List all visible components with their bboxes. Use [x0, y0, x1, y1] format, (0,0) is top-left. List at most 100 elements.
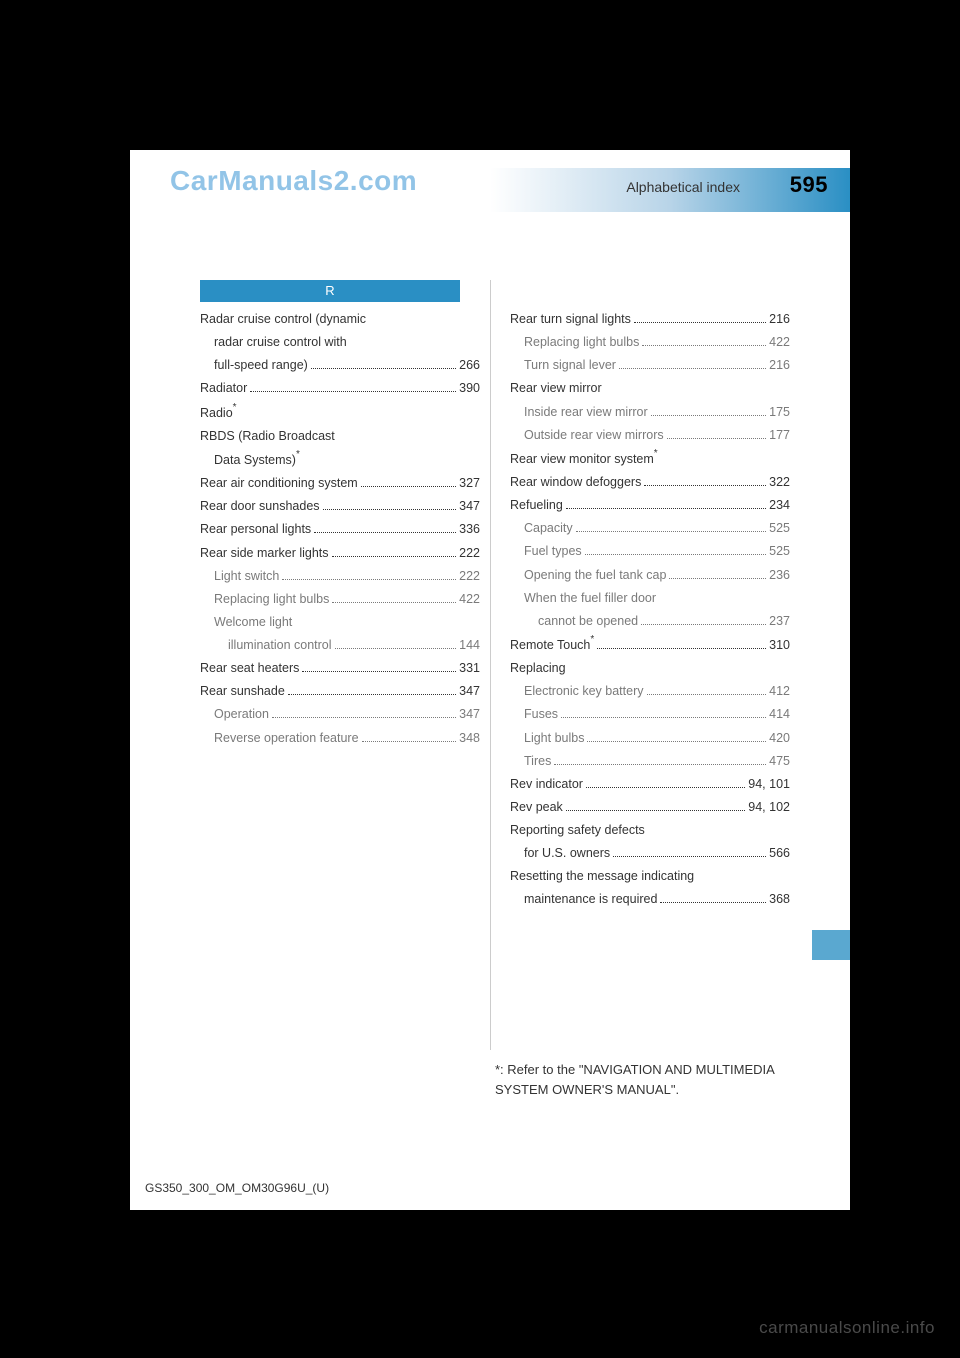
index-entry: Remote Touch* 310 [510, 633, 790, 657]
index-entry: Inside rear view mirror175 [510, 401, 790, 424]
index-entry-page: 566 [769, 842, 790, 865]
index-entry: Rear seat heaters331 [200, 657, 480, 680]
index-entry-label: cannot be opened [538, 610, 638, 633]
leader-dots [613, 856, 766, 857]
index-entry-label: Operation [214, 703, 269, 726]
index-entry: Refueling234 [510, 494, 790, 517]
index-entry-page: 94, 102 [748, 796, 790, 819]
index-entry-page: 234 [769, 494, 790, 517]
leader-dots [651, 415, 767, 416]
leader-dots [561, 717, 766, 718]
index-entry-page: 331 [459, 657, 480, 680]
index-entry-label: Rear window defoggers [510, 471, 641, 494]
index-entry-label: When the fuel filler door [524, 587, 656, 610]
index-entry-page: 177 [769, 424, 790, 447]
index-entry: Rear window defoggers 322 [510, 471, 790, 494]
index-entry-label: Replacing light bulbs [524, 331, 639, 354]
index-entry-page: 420 [769, 727, 790, 750]
index-entry-label: RBDS (Radio Broadcast [200, 425, 335, 448]
index-entry-page: 144 [459, 634, 480, 657]
index-entry: maintenance is required368 [510, 888, 790, 911]
index-entry-label: Replacing light bulbs [214, 588, 329, 611]
footnote-star-icon: * [590, 634, 594, 645]
index-entry-page: 390 [459, 377, 480, 400]
page-number: 595 [790, 172, 828, 198]
index-entry-label: Data Systems)* [214, 448, 300, 472]
leader-dots [667, 438, 767, 439]
index-entry-label: Tires [524, 750, 551, 773]
index-entry: Rear sunshade347 [200, 680, 480, 703]
index-entry: Fuses414 [510, 703, 790, 726]
leader-dots [272, 717, 456, 718]
index-entry: Operation347 [200, 703, 480, 726]
leader-dots [586, 787, 745, 788]
index-entry: Tires 475 [510, 750, 790, 773]
index-entry-page: 266 [459, 354, 480, 377]
leader-dots [311, 368, 456, 369]
left-column: Radar cruise control (dynamicradar cruis… [200, 308, 480, 912]
index-entry-label: Resetting the message indicating [510, 865, 694, 888]
index-entry-label: Rear sunshade [200, 680, 285, 703]
index-entry-page: 222 [459, 565, 480, 588]
index-entry: Radiator390 [200, 377, 480, 400]
thumb-tab-icon [812, 930, 850, 960]
index-entry: Rev indicator94, 101 [510, 773, 790, 796]
index-entry-label: Rear air conditioning system [200, 472, 358, 495]
index-entry: Reporting safety defects [510, 819, 790, 842]
index-entry: full-speed range)266 [200, 354, 480, 377]
index-entry: Electronic key battery412 [510, 680, 790, 703]
leader-dots [566, 810, 745, 811]
index-entry-label: Electronic key battery [524, 680, 644, 703]
index-entry-page: 422 [769, 331, 790, 354]
leader-dots [323, 509, 457, 510]
index-entry-page: 322 [769, 471, 790, 494]
footnote-star-icon: * [233, 402, 237, 413]
footnote-star-icon: * [296, 449, 300, 460]
index-entry: Rear air conditioning system327 [200, 472, 480, 495]
index-entry: RBDS (Radio Broadcast [200, 425, 480, 448]
index-entry-label: Turn signal lever [524, 354, 616, 377]
index-entry-page: 422 [459, 588, 480, 611]
index-entry-page: 310 [769, 634, 790, 657]
index-entry-label: Capacity [524, 517, 573, 540]
index-entry: Reverse operation feature348 [200, 727, 480, 750]
index-entry-page: 475 [769, 750, 790, 773]
document-id: GS350_300_OM_OM30G96U_(U) [145, 1181, 329, 1195]
index-entry-page: 414 [769, 703, 790, 726]
index-columns: Radar cruise control (dynamicradar cruis… [200, 308, 790, 912]
leader-dots [642, 345, 766, 346]
index-entry-label: Rear side marker lights [200, 542, 329, 565]
index-entry: for U.S. owners566 [510, 842, 790, 865]
index-entry-page: 348 [459, 727, 480, 750]
leader-dots [282, 579, 456, 580]
index-entry: Capacity 525 [510, 517, 790, 540]
index-entry: Rear view monitor system* [510, 447, 790, 471]
index-entry-page: 368 [769, 888, 790, 911]
leader-dots [566, 508, 766, 509]
index-entry-label: Rear personal lights [200, 518, 311, 541]
section-letter-tab: R [200, 280, 460, 302]
leader-dots [585, 554, 766, 555]
index-entry-page: 216 [769, 354, 790, 377]
leader-dots [647, 694, 767, 695]
index-entry: radar cruise control with [200, 331, 480, 354]
index-entry: Turn signal lever 216 [510, 354, 790, 377]
index-entry-label: Replacing [510, 657, 566, 680]
leader-dots [644, 485, 766, 486]
index-entry-page: 525 [769, 517, 790, 540]
index-entry-page: 222 [459, 542, 480, 565]
index-entry-label: Outside rear view mirrors [524, 424, 664, 447]
leader-dots [660, 902, 766, 903]
footnote: *: Refer to the "NAVIGATION AND MULTIMED… [495, 1060, 795, 1099]
index-entry-label: Radar cruise control (dynamic [200, 308, 366, 331]
index-entry-label: Fuel types [524, 540, 582, 563]
index-entry: Radio* [200, 401, 480, 425]
index-entry-label: Rear view mirror [510, 377, 602, 400]
leader-dots [587, 741, 766, 742]
index-entry-label: Rear view monitor system* [510, 447, 658, 471]
index-entry: Replacing [510, 657, 790, 680]
index-entry-label: Light switch [214, 565, 279, 588]
index-entry: Rear side marker lights 222 [200, 542, 480, 565]
index-entry-page: 94, 101 [748, 773, 790, 796]
index-entry-label: Remote Touch* [510, 633, 594, 657]
